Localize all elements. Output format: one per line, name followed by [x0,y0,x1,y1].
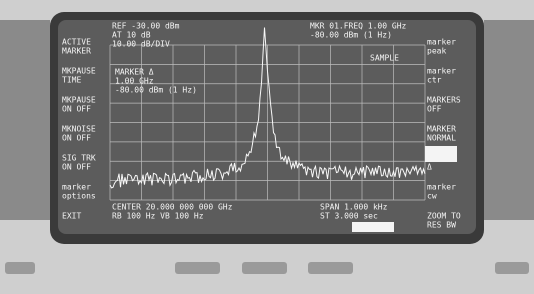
mode-label: SAMPLE [370,54,399,63]
analyzer-photo: REF -30.00 dBmAT 10 dB10.00 dB/DIV MKR 01… [0,0,534,294]
marker-readout: 1.00 GHz [115,77,154,86]
softkey-label[interactable]: marker [427,183,456,192]
softkey-label[interactable]: MARKER [62,47,91,56]
softkey-label[interactable]: EXIT [62,212,81,221]
footer-text: SPAN 1.000 kHz [320,203,388,212]
status-label: MEAS [363,223,382,232]
softkey-label[interactable]: RES BW [427,221,456,230]
softkey-label[interactable]: ON OFF [62,105,91,114]
softkey-label[interactable]: marker [62,183,91,192]
softkey-label[interactable]: OFF [427,105,442,114]
softkey-label[interactable]: MARKER [427,125,456,134]
hard-key[interactable] [242,262,287,274]
softkey-label[interactable]: SIG TRK [62,154,96,163]
softkey-label[interactable]: marker [427,67,456,76]
softkey-label[interactable]: Δ [427,163,432,172]
footer-text: ST 3.000 sec [320,212,378,221]
softkey-label[interactable]: NORMAL [427,134,456,143]
header-text: MKR 01.FREQ 1.00 GHz [310,22,407,31]
softkey-label[interactable]: ON OFF [62,163,91,172]
softkey-label[interactable]: marker [427,38,456,47]
footer-text: RB 100 Hz VB 100 Hz [112,212,204,221]
softkey-label[interactable]: ON OFF [62,134,91,143]
softkey-label[interactable]: marker [427,154,456,163]
hard-key[interactable] [495,262,529,274]
softkey-label[interactable]: TIME [62,76,81,85]
header-text: AT 10 dB [112,31,151,40]
softkey-label[interactable]: options [62,192,96,201]
softkey-label[interactable]: ctr [427,76,442,85]
marker-readout: -80.00 dBm (1 Hz) [115,86,197,95]
softkey-label[interactable]: peak [427,47,446,56]
hard-key[interactable] [5,262,35,274]
softkey-label[interactable]: MKPAUSE [62,67,96,76]
softkey-label[interactable]: ACTIVE [62,38,91,47]
hard-key[interactable] [175,262,220,274]
marker-readout: MARKER Δ [115,68,154,77]
header-text: -80.00 dBm (1 Hz) [310,31,392,40]
softkey-label[interactable]: ZOOM TO [427,212,461,221]
softkey-label[interactable]: cw [427,192,437,201]
footer-text: CENTER 20.000 000 000 GHz [112,203,233,212]
left-key-column [0,20,50,220]
right-key-column [484,20,534,220]
header-text: 10.00 dB/DIV [112,40,170,49]
header-text: REF -30.00 dBm [112,22,180,31]
softkey-label[interactable]: MARKERS [427,96,461,105]
softkey-label[interactable]: MKPAUSE [62,96,96,105]
hard-key[interactable] [308,262,353,274]
softkey-label[interactable]: MKNOISE [62,125,96,134]
